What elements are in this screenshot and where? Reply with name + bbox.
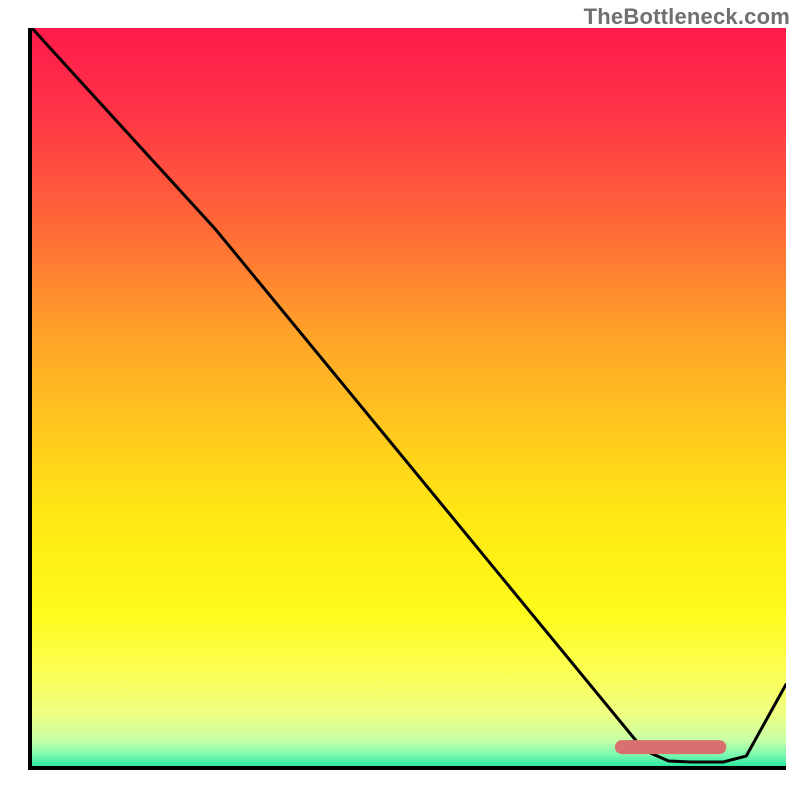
watermark-text: TheBottleneck.com bbox=[584, 4, 790, 30]
chart-marker bbox=[615, 740, 726, 754]
chart-background bbox=[32, 28, 786, 766]
chart-svg bbox=[32, 28, 786, 766]
chart-plot-area bbox=[28, 28, 786, 770]
